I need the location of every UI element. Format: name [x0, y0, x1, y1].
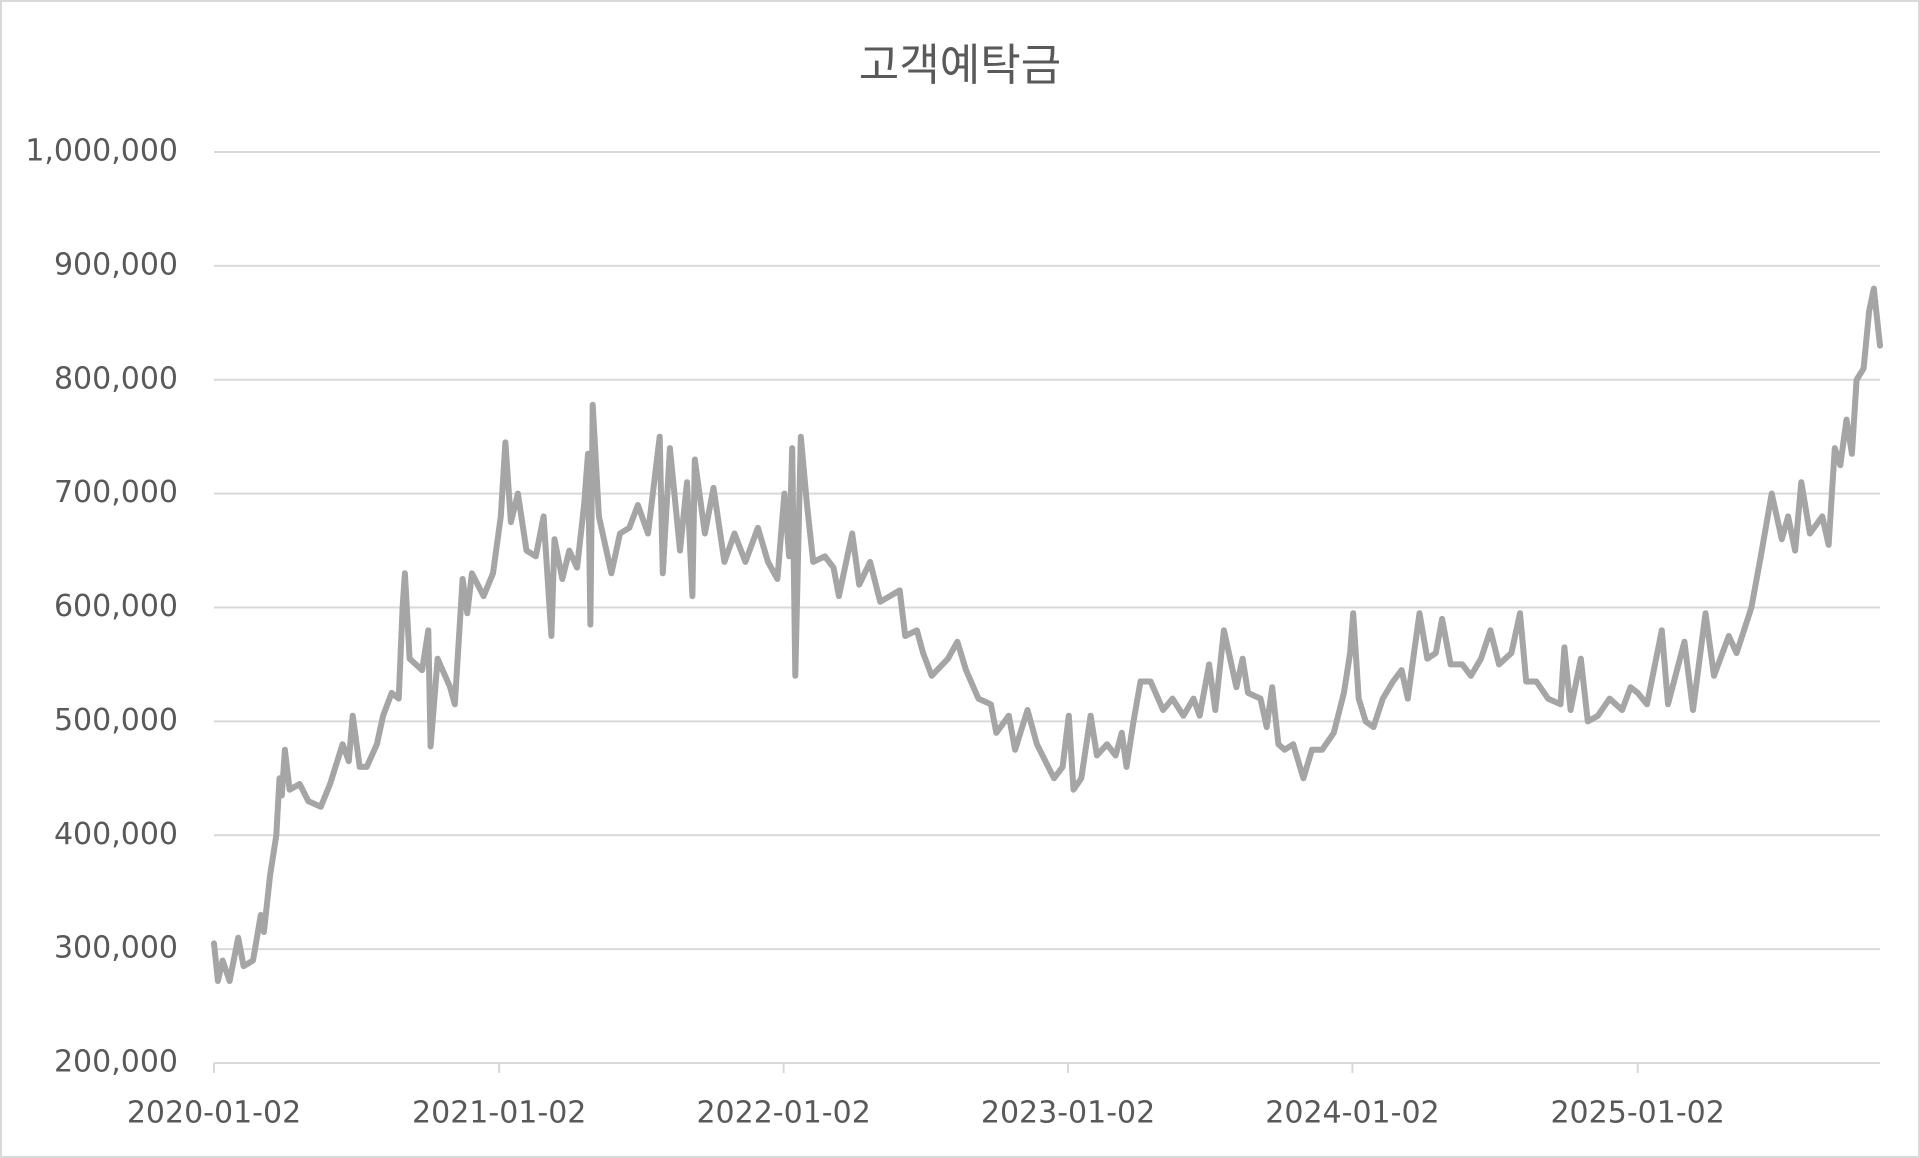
- y-tick-label: 200,000: [54, 1045, 178, 1080]
- data-line: [211, 285, 1883, 984]
- x-tick-label: 2023-01-02: [981, 1096, 1155, 1131]
- y-tick-label: 800,000: [54, 361, 178, 396]
- y-tick-label: 500,000: [54, 703, 178, 738]
- y-tick-label: 1,000,000: [25, 134, 178, 169]
- chart-title: 고객예탁금: [859, 40, 1061, 91]
- y-tick-label: 900,000: [54, 247, 178, 282]
- x-tick-label: 2024-01-02: [1265, 1096, 1439, 1131]
- x-tick-label: 2025-01-02: [1550, 1096, 1724, 1131]
- x-tick-label: 2020-01-02: [127, 1096, 301, 1131]
- y-tick-label: 600,000: [54, 589, 178, 624]
- y-tick-label: 400,000: [54, 817, 178, 852]
- y-tick-label: 300,000: [54, 931, 178, 966]
- x-tick-label: 2021-01-02: [412, 1096, 586, 1131]
- x-tick-label: 2022-01-02: [696, 1096, 870, 1131]
- y-tick-label: 700,000: [54, 475, 178, 510]
